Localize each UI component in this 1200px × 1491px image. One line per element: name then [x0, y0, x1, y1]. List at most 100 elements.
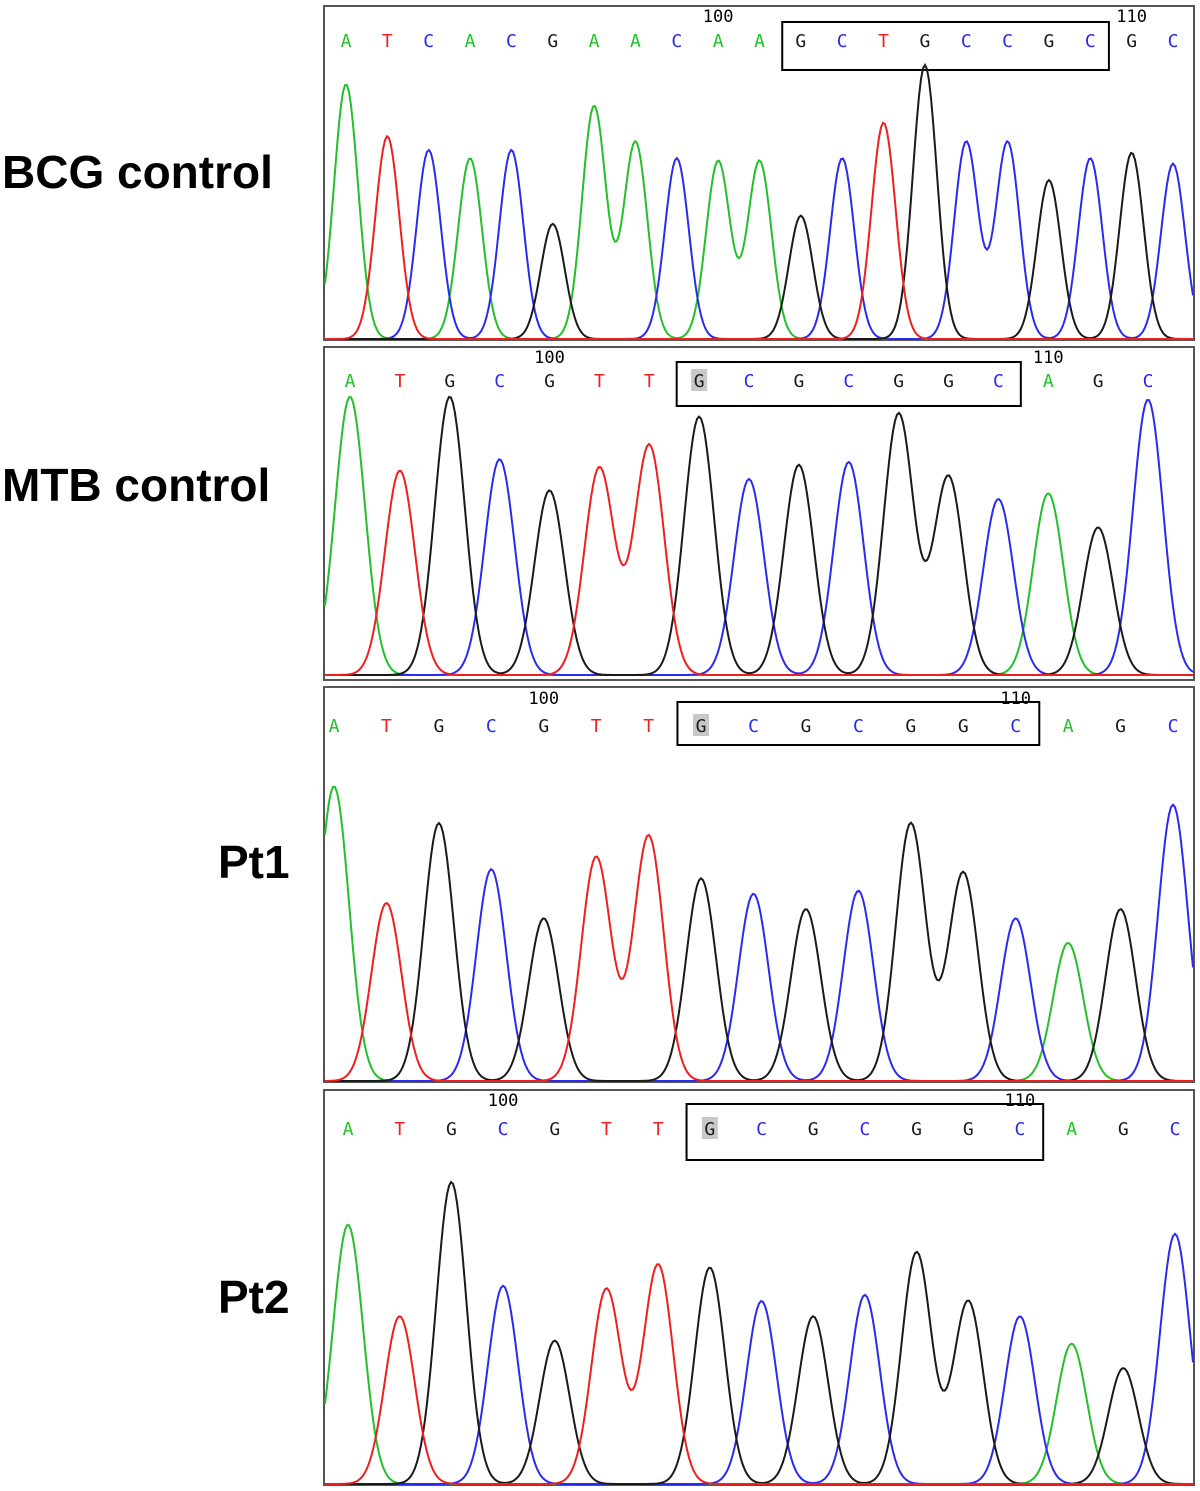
position-tick-label: 100 [534, 348, 565, 368]
base-call-G: G [538, 716, 549, 737]
panel-frame [323, 1089, 1195, 1486]
base-call-G: G [793, 371, 804, 392]
base-call-T: T [643, 716, 654, 737]
base-call-G: G [795, 31, 806, 52]
base-call-C: C [1170, 1119, 1181, 1140]
base-call-C: C [961, 31, 972, 52]
base-call-G: G [801, 716, 812, 737]
base-call-C: C [1002, 31, 1013, 52]
base-highlight [691, 369, 708, 391]
base-call-G: G [963, 1119, 974, 1140]
base-call-T: T [394, 1119, 405, 1140]
base-call-C: C [1010, 716, 1021, 737]
base-call-C: C [486, 716, 497, 737]
base-call-C: C [1085, 31, 1096, 52]
base-call-G: G [1115, 716, 1126, 737]
chromatogram-panel-pt1: 100 110 A T G C G T T G C G C G G C A G C [323, 686, 1195, 1083]
sequence-highlight-box [685, 1103, 1045, 1161]
chromatogram-pt2: 100 110 A T G C G T T G C G C G G C A G C [323, 1089, 1195, 1486]
base-call-G: G [433, 716, 444, 737]
panel-frame [323, 346, 1195, 681]
trace-A [324, 1224, 1193, 1485]
trace-A [324, 396, 1193, 676]
row-label-mtb: MTB control [2, 459, 271, 511]
base-call-A: A [465, 31, 476, 52]
base-call-G: G [808, 1119, 819, 1140]
base-call-T: T [382, 31, 393, 52]
panel-frame [323, 5, 1195, 341]
base-call-C: C [853, 716, 864, 737]
base-call-A: A [630, 31, 641, 52]
chromatogram-panel-bcg: 100 110 A T C A C G A A C A A G C T G C C G C G C [323, 5, 1195, 341]
base-call-C: C [1015, 1119, 1026, 1140]
base-call-G: G [547, 31, 558, 52]
base-call-C: C [843, 371, 854, 392]
chromatogram-panel-pt2: 100 110 A T G C G T T G C G C G G C A G C [323, 1089, 1195, 1486]
trace-T [325, 442, 1193, 676]
base-call-A: A [754, 31, 765, 52]
chromatogram-bcg: 100 110 A T C A C G A A C A A G C T G C C G C G C [323, 5, 1195, 341]
base-call-A: A [589, 31, 600, 52]
trace-C [325, 139, 1194, 340]
panel-frame [323, 686, 1195, 1083]
base-call-G: G [943, 371, 954, 392]
sequence-highlight-box [781, 21, 1110, 71]
position-tick-label: 110 [1033, 348, 1064, 368]
sequence-highlight-box [675, 361, 1022, 407]
trace-G [325, 1180, 1193, 1485]
base-call-C: C [993, 371, 1004, 392]
base-call-G: G [1118, 1119, 1129, 1140]
trace-C [325, 803, 1194, 1082]
base-call-C: C [506, 31, 517, 52]
base-call-A: A [329, 716, 340, 737]
base-call-G: G [911, 1119, 922, 1140]
base-call-G: G [1126, 31, 1137, 52]
base-call-C: C [494, 371, 505, 392]
base-call-A: A [1063, 716, 1074, 737]
base-call-T: T [591, 716, 602, 737]
base-call-A: A [341, 31, 352, 52]
trace-T [325, 1263, 1193, 1485]
trace-A [324, 84, 1193, 340]
base-call-T: T [878, 31, 889, 52]
position-tick-label: 100 [488, 1091, 519, 1111]
base-call-A: A [1043, 371, 1054, 392]
base-call-A: A [345, 371, 356, 392]
base-call-C: C [498, 1119, 509, 1140]
row-label-bcg: BCG control [2, 146, 273, 198]
base-call-T: T [653, 1119, 664, 1140]
base-call-C: C [744, 371, 755, 392]
base-call-C: C [748, 716, 759, 737]
base-call-T: T [601, 1119, 612, 1140]
base-call-T: T [594, 371, 605, 392]
base-highlight [693, 714, 710, 736]
trace-G [325, 62, 1193, 340]
position-tick-label: 100 [528, 689, 559, 709]
trace-C [325, 1232, 1194, 1485]
base-call-C: C [423, 31, 434, 52]
position-tick-label: 110 [1000, 689, 1031, 709]
base-highlight [701, 1117, 718, 1139]
base-call-C: C [1168, 31, 1179, 52]
chromatogram-pt1: 100 110 A T G C G T T G C G C G G C A G C [323, 686, 1195, 1083]
base-call-G: G [1044, 31, 1055, 52]
base-call-C: C [1143, 371, 1154, 392]
base-call-G: G [444, 371, 455, 392]
base-call-T: T [381, 716, 392, 737]
base-call-A: A [713, 31, 724, 52]
base-call-C: C [671, 31, 682, 52]
row-label-pt1: Pt1 [218, 836, 290, 888]
position-tick-label: 110 [1116, 7, 1147, 27]
position-tick-label: 110 [1005, 1091, 1036, 1111]
trace-T [325, 121, 1193, 340]
base-call-A: A [1066, 1119, 1077, 1140]
base-call-G: G [694, 371, 705, 392]
base-call-G: G [919, 31, 930, 52]
base-call-G: G [696, 716, 707, 737]
base-call-G: G [893, 371, 904, 392]
chromatogram-panel-mtb: 100 110 A T G C G T T G C G C G G C A G C [323, 346, 1195, 681]
base-call-G: G [1093, 371, 1104, 392]
base-call-C: C [859, 1119, 870, 1140]
base-call-C: C [837, 31, 848, 52]
base-call-G: G [544, 371, 555, 392]
